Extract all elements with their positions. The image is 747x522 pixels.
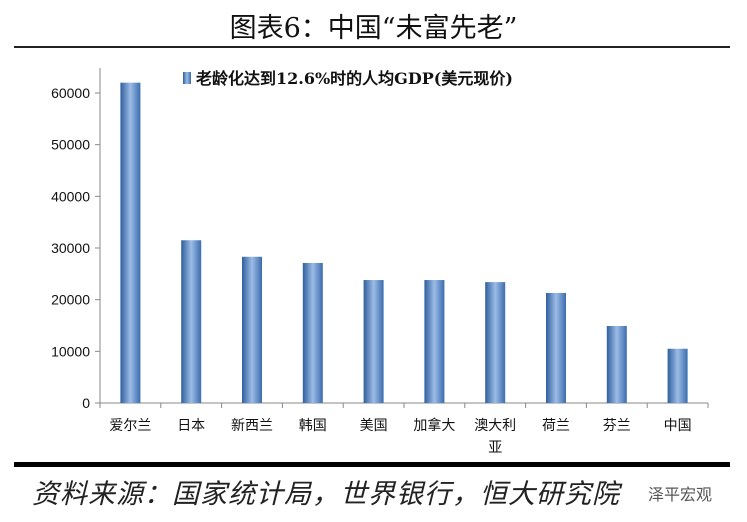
x-tick-label: 荷兰 <box>542 418 570 434</box>
x-tick-label: 亚 <box>488 440 502 456</box>
source-divider <box>14 462 730 467</box>
bar <box>424 280 445 403</box>
figure-title: 图表6：中国“未富先老” <box>229 13 518 44</box>
bar <box>363 280 384 403</box>
bar <box>120 82 141 404</box>
x-tick-label: 新西兰 <box>231 418 273 434</box>
watermark: 泽平宏观 <box>648 485 713 504</box>
y-tick-label: 10000 <box>51 343 90 359</box>
source-note: 资料来源：国家统计局，世界银行，恒大研究院 <box>32 479 620 510</box>
bar <box>181 240 202 403</box>
bar <box>485 282 506 403</box>
legend-label: 老龄化达到12.6%时的人均GDP(美元现价) <box>195 69 513 88</box>
y-tick-label: 60000 <box>51 85 90 101</box>
x-tick-label: 中国 <box>664 418 692 434</box>
x-tick-label: 澳大利 <box>474 418 516 434</box>
x-tick-label: 加拿大 <box>413 417 455 434</box>
bar <box>606 326 627 403</box>
y-tick-label: 50000 <box>51 137 90 153</box>
x-tick-label: 芬兰 <box>603 418 631 434</box>
bar <box>667 348 688 403</box>
legend-swatch <box>183 72 191 84</box>
y-tick-label: 20000 <box>51 292 90 308</box>
x-tick-label: 日本 <box>177 418 205 434</box>
x-tick-label: 美国 <box>360 418 388 434</box>
y-tick-label: 30000 <box>51 240 90 256</box>
bar <box>302 262 323 403</box>
x-tick-label: 爱尔兰 <box>109 418 151 434</box>
bar <box>546 292 566 403</box>
y-tick-label: 40000 <box>51 188 90 204</box>
y-tick-label: 0 <box>82 395 90 411</box>
title-divider <box>14 46 730 48</box>
bar <box>242 256 262 403</box>
x-tick-label: 韩国 <box>299 418 327 434</box>
